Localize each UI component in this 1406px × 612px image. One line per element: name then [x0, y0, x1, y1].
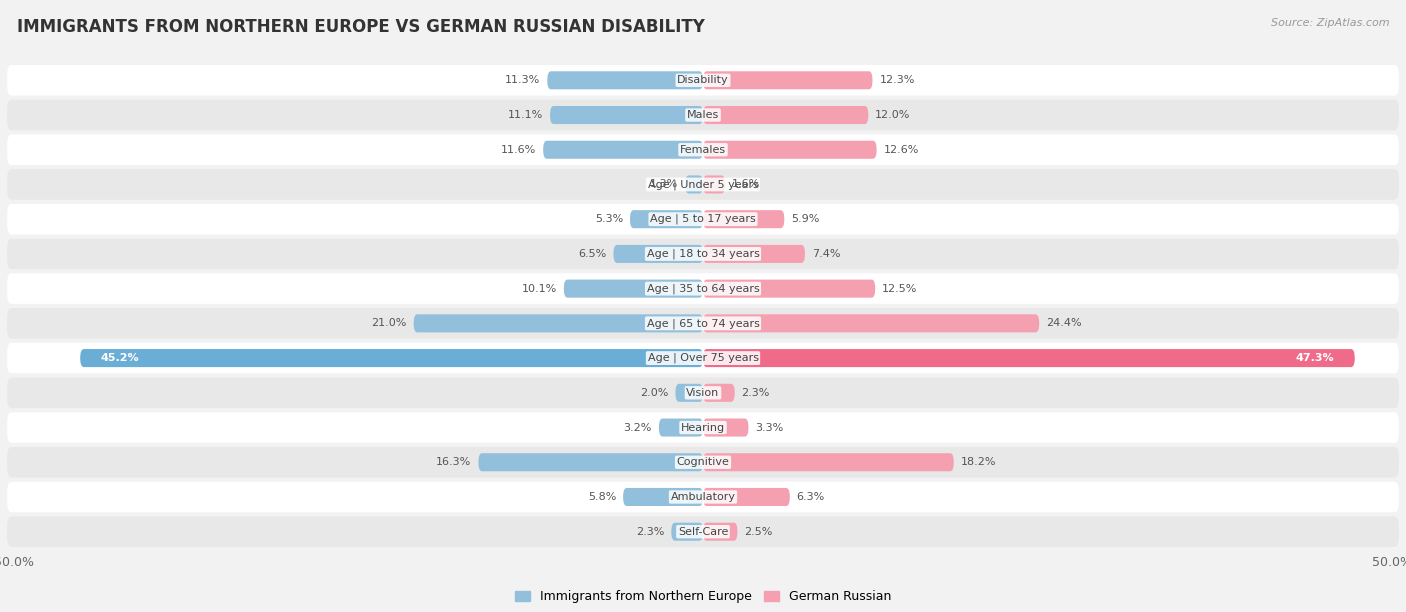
Text: 2.3%: 2.3%: [636, 527, 665, 537]
Text: Ambulatory: Ambulatory: [671, 492, 735, 502]
FancyBboxPatch shape: [703, 71, 873, 89]
Text: 12.5%: 12.5%: [882, 283, 918, 294]
Text: Age | 18 to 34 years: Age | 18 to 34 years: [647, 248, 759, 259]
Text: 10.1%: 10.1%: [522, 283, 557, 294]
Text: IMMIGRANTS FROM NORTHERN EUROPE VS GERMAN RUSSIAN DISABILITY: IMMIGRANTS FROM NORTHERN EUROPE VS GERMA…: [17, 18, 704, 36]
Text: Age | 35 to 64 years: Age | 35 to 64 years: [647, 283, 759, 294]
FancyBboxPatch shape: [685, 176, 703, 193]
FancyBboxPatch shape: [7, 169, 1399, 200]
Text: Cognitive: Cognitive: [676, 457, 730, 467]
FancyBboxPatch shape: [550, 106, 703, 124]
FancyBboxPatch shape: [703, 315, 1039, 332]
FancyBboxPatch shape: [413, 315, 703, 332]
FancyBboxPatch shape: [671, 523, 703, 541]
FancyBboxPatch shape: [7, 343, 1399, 373]
FancyBboxPatch shape: [703, 106, 869, 124]
FancyBboxPatch shape: [703, 384, 735, 402]
Text: 45.2%: 45.2%: [101, 353, 139, 363]
FancyBboxPatch shape: [703, 245, 806, 263]
Text: 1.3%: 1.3%: [650, 179, 678, 190]
FancyBboxPatch shape: [7, 65, 1399, 95]
FancyBboxPatch shape: [703, 523, 738, 541]
Text: Age | 5 to 17 years: Age | 5 to 17 years: [650, 214, 756, 225]
FancyBboxPatch shape: [703, 488, 790, 506]
Text: 11.6%: 11.6%: [501, 145, 536, 155]
FancyBboxPatch shape: [7, 517, 1399, 547]
Text: 2.3%: 2.3%: [741, 388, 770, 398]
FancyBboxPatch shape: [630, 210, 703, 228]
Text: 12.0%: 12.0%: [875, 110, 911, 120]
Text: Disability: Disability: [678, 75, 728, 85]
Text: 5.9%: 5.9%: [792, 214, 820, 224]
FancyBboxPatch shape: [703, 141, 876, 159]
FancyBboxPatch shape: [703, 419, 748, 436]
Text: 16.3%: 16.3%: [436, 457, 471, 467]
Text: 2.0%: 2.0%: [640, 388, 669, 398]
Text: Age | 65 to 74 years: Age | 65 to 74 years: [647, 318, 759, 329]
Text: 5.8%: 5.8%: [588, 492, 616, 502]
FancyBboxPatch shape: [613, 245, 703, 263]
FancyBboxPatch shape: [623, 488, 703, 506]
Text: 3.2%: 3.2%: [624, 422, 652, 433]
Text: 12.6%: 12.6%: [883, 145, 920, 155]
FancyBboxPatch shape: [703, 210, 785, 228]
FancyBboxPatch shape: [564, 280, 703, 297]
Text: 3.3%: 3.3%: [755, 422, 783, 433]
Text: 11.1%: 11.1%: [508, 110, 543, 120]
FancyBboxPatch shape: [703, 349, 1355, 367]
FancyBboxPatch shape: [543, 141, 703, 159]
FancyBboxPatch shape: [80, 349, 703, 367]
Text: 6.3%: 6.3%: [797, 492, 825, 502]
FancyBboxPatch shape: [547, 71, 703, 89]
FancyBboxPatch shape: [675, 384, 703, 402]
Text: Males: Males: [688, 110, 718, 120]
Text: 2.5%: 2.5%: [744, 527, 773, 537]
Text: 47.3%: 47.3%: [1295, 353, 1334, 363]
FancyBboxPatch shape: [7, 239, 1399, 269]
Text: 6.5%: 6.5%: [578, 249, 606, 259]
Text: 5.3%: 5.3%: [595, 214, 623, 224]
FancyBboxPatch shape: [7, 100, 1399, 130]
Text: Females: Females: [681, 145, 725, 155]
Text: Self-Care: Self-Care: [678, 527, 728, 537]
Text: 1.6%: 1.6%: [733, 179, 761, 190]
FancyBboxPatch shape: [7, 378, 1399, 408]
Text: 21.0%: 21.0%: [371, 318, 406, 329]
FancyBboxPatch shape: [7, 274, 1399, 304]
Text: 24.4%: 24.4%: [1046, 318, 1081, 329]
FancyBboxPatch shape: [478, 453, 703, 471]
FancyBboxPatch shape: [7, 412, 1399, 443]
Text: 18.2%: 18.2%: [960, 457, 997, 467]
Text: 12.3%: 12.3%: [879, 75, 915, 85]
Text: Vision: Vision: [686, 388, 720, 398]
FancyBboxPatch shape: [7, 308, 1399, 338]
FancyBboxPatch shape: [703, 280, 875, 297]
FancyBboxPatch shape: [7, 447, 1399, 477]
FancyBboxPatch shape: [7, 204, 1399, 234]
Text: Source: ZipAtlas.com: Source: ZipAtlas.com: [1271, 18, 1389, 28]
FancyBboxPatch shape: [703, 453, 953, 471]
FancyBboxPatch shape: [7, 482, 1399, 512]
FancyBboxPatch shape: [7, 135, 1399, 165]
Text: 11.3%: 11.3%: [505, 75, 540, 85]
Text: Age | Over 75 years: Age | Over 75 years: [648, 353, 758, 364]
FancyBboxPatch shape: [703, 176, 725, 193]
FancyBboxPatch shape: [659, 419, 703, 436]
Text: Age | Under 5 years: Age | Under 5 years: [648, 179, 758, 190]
Text: 7.4%: 7.4%: [811, 249, 841, 259]
Legend: Immigrants from Northern Europe, German Russian: Immigrants from Northern Europe, German …: [509, 585, 897, 608]
Text: Hearing: Hearing: [681, 422, 725, 433]
